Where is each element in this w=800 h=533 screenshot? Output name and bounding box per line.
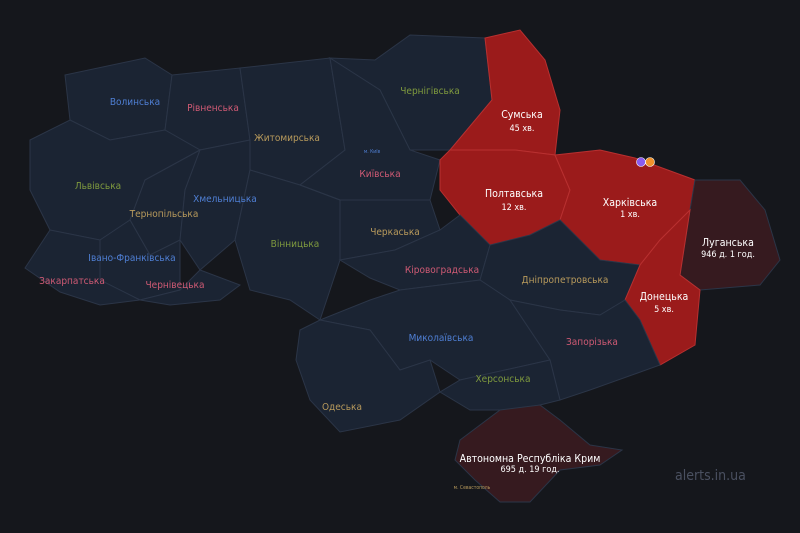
alert-duration-kharkivska: 1 хв. — [620, 210, 640, 220]
city-label: м. Севастополь — [454, 485, 491, 491]
city-label: м. Київ — [364, 149, 381, 155]
region-label-cherkaska: Черкаська — [370, 227, 420, 238]
region-label-zhytomyrska: Житомирська — [254, 133, 320, 144]
region-label-odeska: Одеська — [322, 402, 362, 413]
drone-icon[interactable] — [636, 157, 646, 167]
region-khmelnytska[interactable] — [179, 139, 251, 271]
region-label-ternopilska: Тернопільська — [129, 208, 199, 220]
region-label-khmelnytska: Хмельницька — [193, 194, 257, 205]
region-label-crimea: Автономна Республіка Крим — [460, 453, 601, 465]
region-label-khersonska: Херсонська — [476, 374, 531, 385]
watermark: alerts.in.ua — [675, 468, 746, 484]
alert-duration-luhanska: 946 д. 1 год. — [701, 250, 755, 260]
region-label-sumska: Сумська — [501, 109, 543, 121]
region-odeska[interactable] — [295, 319, 441, 433]
region-chernivetska[interactable] — [139, 269, 242, 306]
region-crimea[interactable] — [454, 404, 624, 503]
region-label-dnipropetrovska: Дніпропетровська — [522, 274, 609, 286]
region-label-kyivska: Київська — [359, 169, 400, 180]
region-label-volynska: Волинська — [110, 97, 160, 108]
alert-duration-sumska: 45 хв. — [509, 124, 534, 134]
alert-duration-crimea: 695 д. 19 год. — [500, 465, 559, 475]
alert-duration-donetska: 5 хв. — [654, 305, 674, 315]
region-label-luhanska: Луганська — [702, 237, 754, 249]
region-label-poltavska: Полтавська — [485, 188, 543, 200]
region-label-chernihivska: Чернігівська — [400, 85, 460, 97]
region-zaporizka[interactable] — [508, 299, 661, 401]
region-zakarpatska[interactable] — [24, 229, 142, 306]
alert-duration-poltavska: 12 хв. — [501, 203, 526, 213]
region-label-ivano-frankivska: Івано-Франківська — [88, 252, 175, 264]
explosion-icon[interactable] — [645, 157, 655, 167]
region-label-kirovohradska: Кіровоградська — [405, 264, 479, 276]
region-label-mykolaivska: Миколаївська — [409, 333, 474, 344]
region-luhanska[interactable] — [679, 179, 781, 291]
region-label-lvivska: Львівська — [75, 180, 121, 192]
region-label-zakarpatska: Закарпатська — [39, 276, 105, 287]
region-label-zaporizka: Запорізька — [566, 336, 618, 348]
region-label-kharkivska: Харківська — [603, 197, 657, 209]
region-label-vinnytska: Вінницька — [271, 238, 320, 250]
region-label-rivnenska: Рівненська — [187, 102, 239, 114]
region-label-donetska: Донецька — [640, 291, 689, 303]
region-label-chernivetska: Чернівецька — [145, 279, 204, 291]
